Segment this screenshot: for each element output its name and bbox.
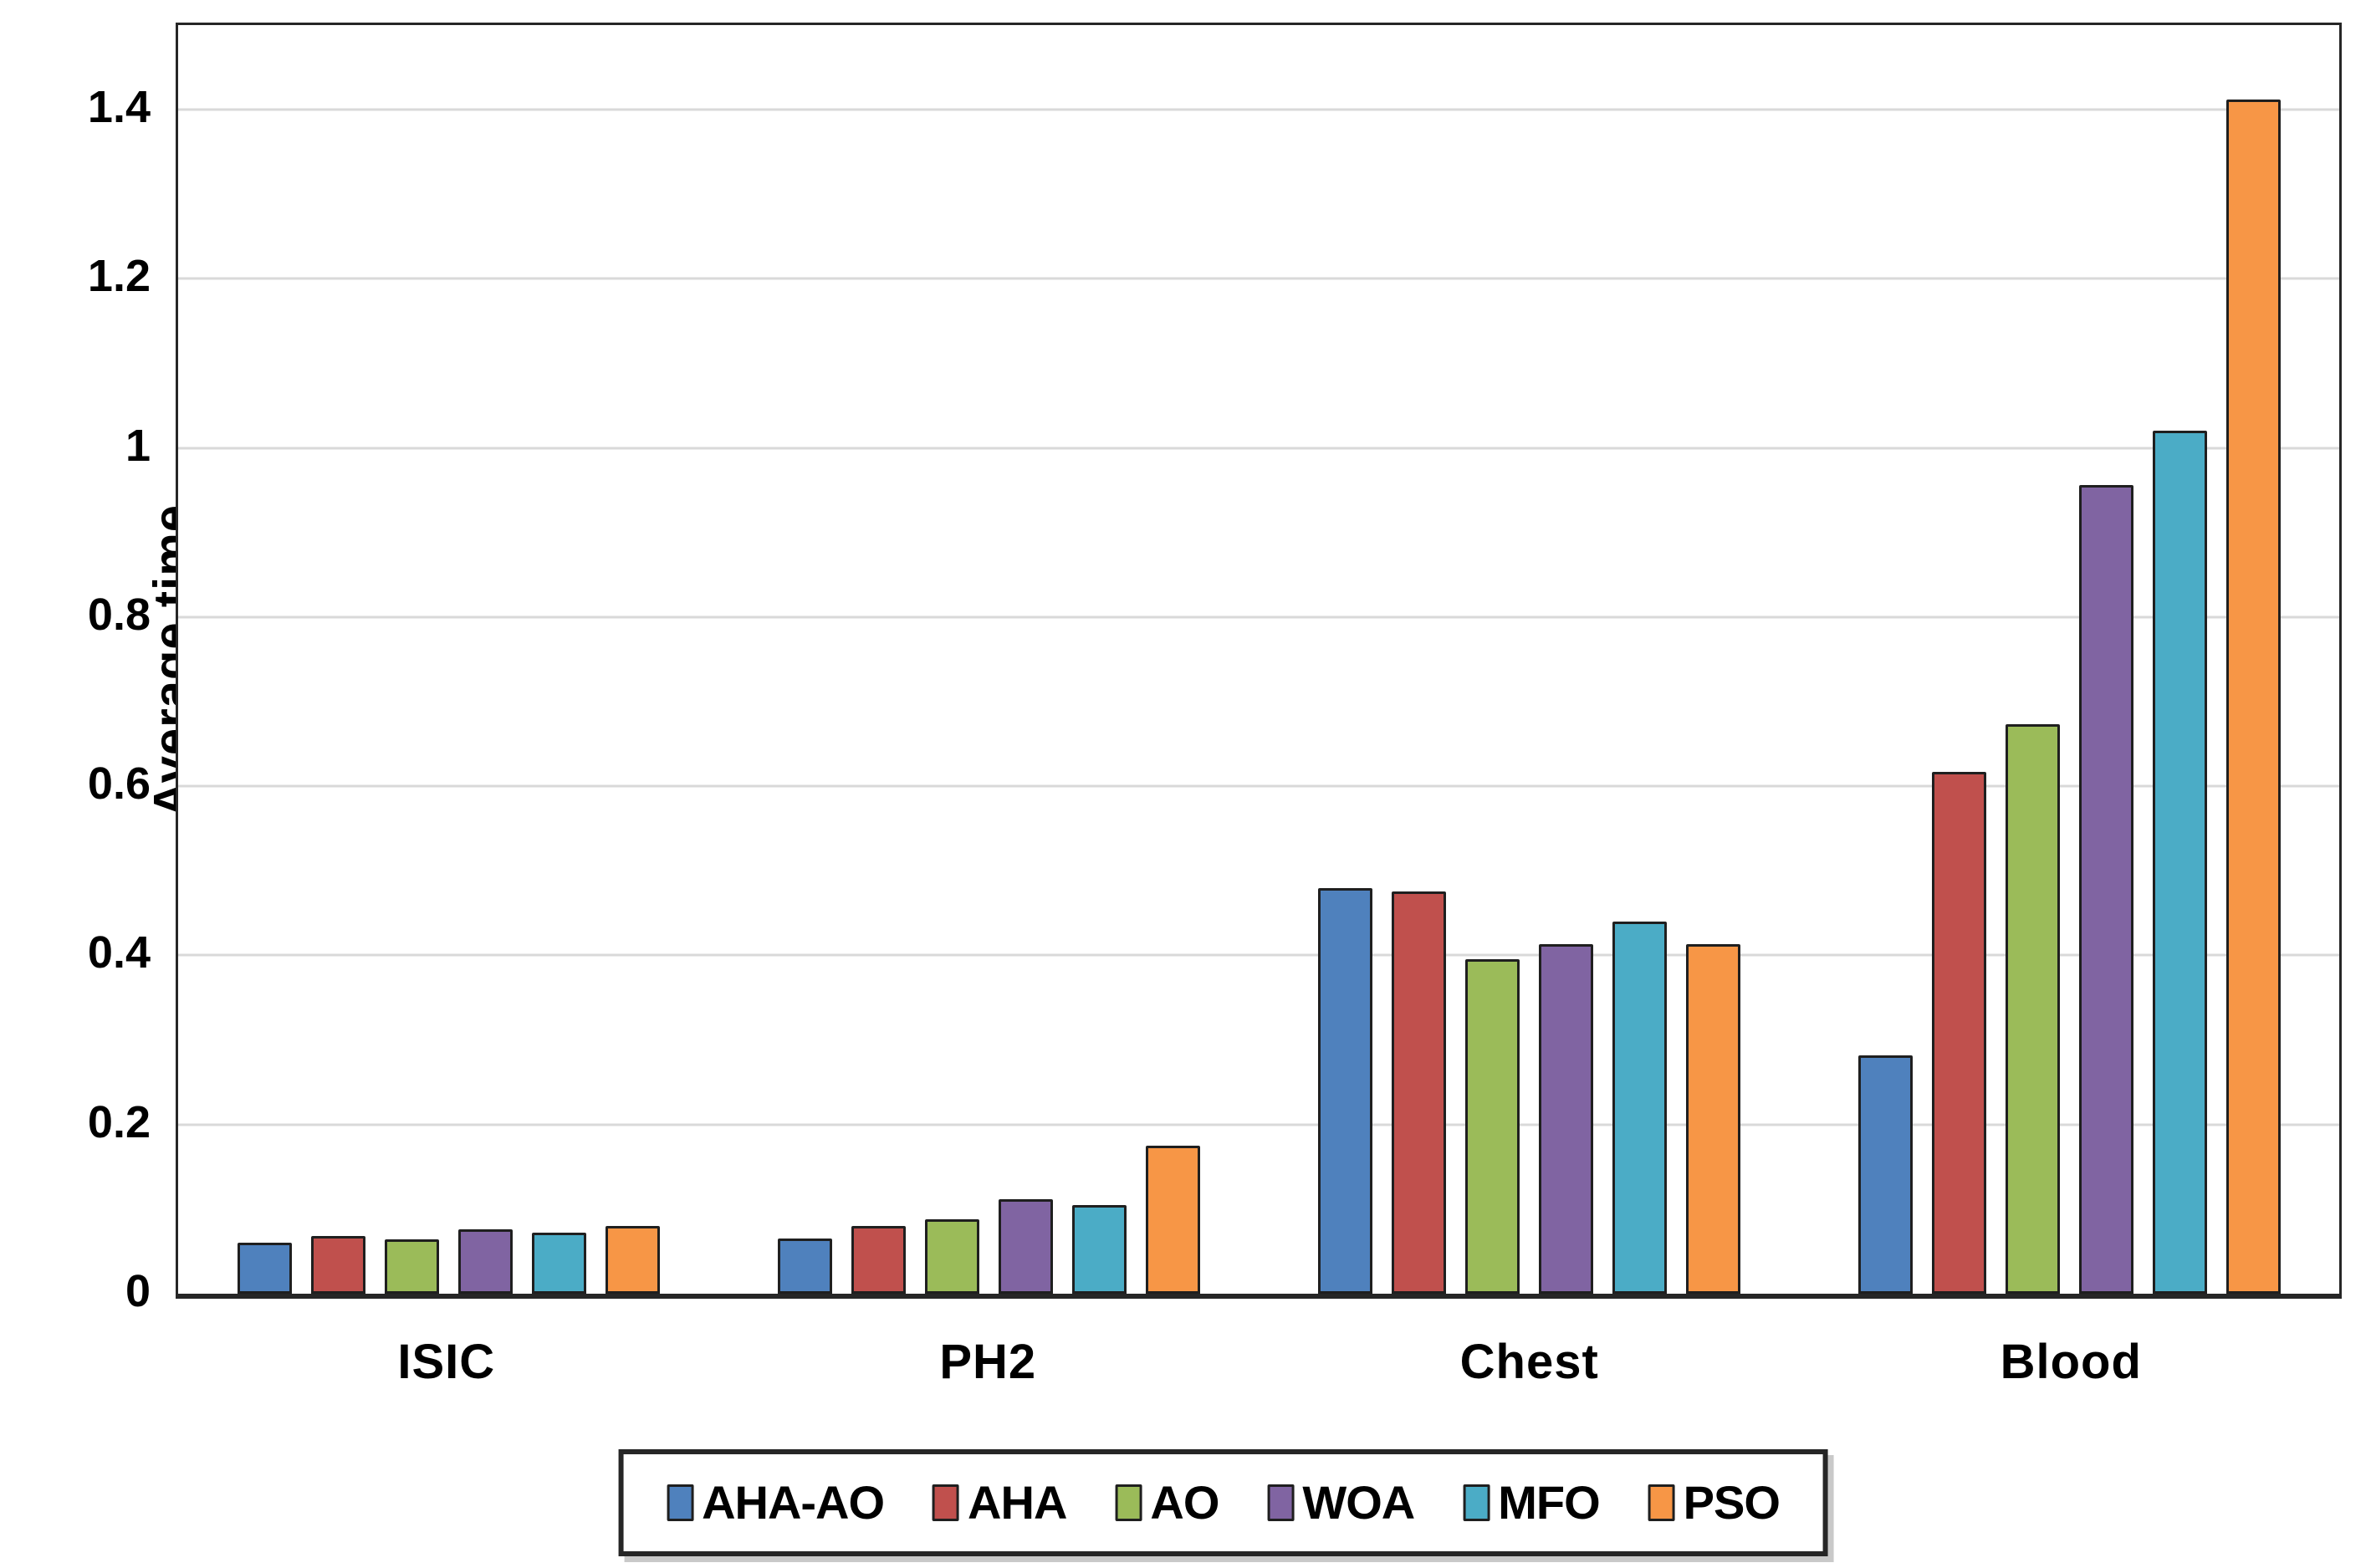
bar-ph2-aha-ao [777,1239,832,1294]
bar-blood-woa [2078,485,2133,1294]
plot-area [176,23,2342,1299]
legend-item-ao: AO [1115,1479,1219,1526]
legend-swatch-icon-aha-ao [667,1484,694,1521]
bar-ph2-mfo [1071,1204,1127,1294]
gridline-y-1 [178,447,2339,450]
bar-isic-pso [605,1226,660,1294]
x-category-label-ph2: PH2 [939,1335,1037,1389]
bar-group-blood [1799,25,2339,1294]
legend-swatch-icon-ao [1115,1484,1142,1521]
bar-blood-pso [2225,100,2281,1294]
bar-isic-aha-ao [237,1243,292,1294]
bar-blood-aha-ao [1857,1055,1913,1294]
bar-groups-layer [178,25,2339,1294]
legend-swatch-icon-pso [1648,1484,1675,1521]
gridline-y-1.4 [178,108,2339,111]
legend-item-woa: WOA [1267,1476,1415,1529]
legend-swatch-icon-woa [1267,1484,1295,1521]
bar-group-chest [1259,25,1799,1294]
bar-blood-mfo [2152,431,2207,1294]
gridline-y-0.2 [178,1123,2339,1126]
bar-isic-aha [310,1236,365,1294]
bar-isic-mfo [531,1233,586,1294]
bar-chest-ao [1464,958,1520,1294]
legend-item-aha-ao: AHA-AO [667,1476,885,1529]
bar-chest-woa [1538,944,1593,1294]
bar-chest-aha [1391,891,1446,1294]
bar-ph2-aha [851,1226,906,1294]
y-tick-label-0.2: 0.2 [87,1096,151,1147]
legend-item-pso: PSO [1648,1476,1781,1529]
gridline-y-0.8 [178,615,2339,619]
y-tick-label-1.4: 1.4 [87,82,151,133]
y-tick-label-0.8: 0.8 [87,589,151,640]
y-tick-label-1: 1 [125,420,151,471]
legend-box: AHA-AO AHA AO WOA MFO PSO [618,1449,1828,1556]
legend-label-woa: WOA [1302,1476,1415,1529]
legend-item-aha: AHA [933,1476,1067,1529]
legend-label-aha: AHA [968,1476,1067,1529]
legend-label-mfo: MFO [1498,1476,1600,1529]
bar-isic-woa [457,1229,513,1294]
bar-chest-mfo [1612,922,1667,1294]
bar-ph2-pso [1145,1146,1200,1294]
bar-group-ph2 [718,25,1259,1294]
y-tick-gutter: 0 0.2 0.4 0.6 0.8 1 1.2 1.4 [0,23,151,1314]
x-category-label-chest: Chest [1459,1335,1599,1389]
bar-group-isic [178,25,718,1294]
bar-ph2-ao [924,1219,979,1294]
bar-ph2-woa [998,1198,1053,1294]
bar-chest-pso [1685,944,1740,1294]
legend-label-pso: PSO [1683,1476,1781,1529]
legend-item-mfo: MFO [1463,1476,1601,1529]
x-category-label-blood: Blood [2000,1335,2142,1389]
y-tick-label-0: 0 [125,1266,151,1316]
bar-blood-aha [1931,772,1986,1294]
y-tick-label-0.4: 0.4 [87,927,151,978]
gridline-y-1.2 [178,277,2339,280]
gridline-y-0.6 [178,784,2339,788]
bar-isic-ao [384,1239,439,1294]
legend-label-ao: AO [1150,1476,1219,1529]
y-tick-label-1.2: 1.2 [87,251,151,302]
y-tick-label-0.6: 0.6 [87,758,151,810]
x-category-label-isic: ISIC [397,1335,496,1389]
legend-swatch-icon-mfo [1463,1484,1490,1521]
bar-blood-ao [2005,724,2060,1294]
bar-chest-aha-ao [1317,887,1372,1294]
x-axis-category-labels: ISIC PH2 Chest Blood [176,1334,2342,1390]
plot-inner [178,25,2339,1294]
legend-label-aha-ao: AHA-AO [702,1476,885,1529]
gridline-y-0.4 [178,953,2339,957]
legend-swatch-icon-aha [933,1484,960,1521]
